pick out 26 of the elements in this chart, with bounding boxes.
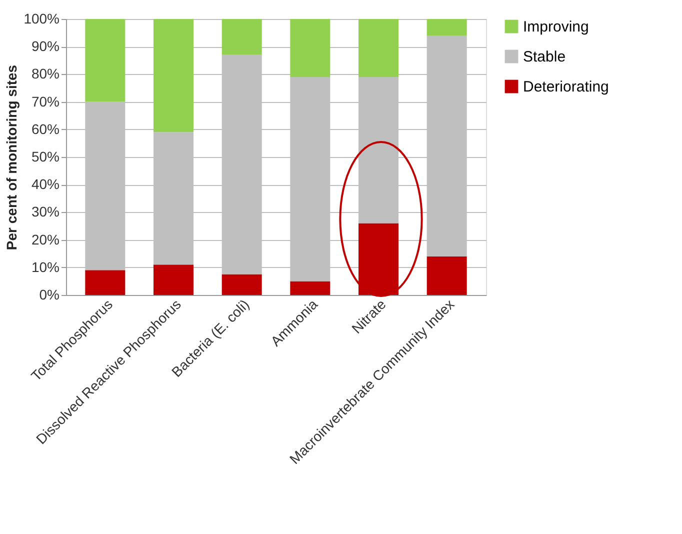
y-tick-label: 40%: [31, 176, 60, 192]
y-axis-title: Per cent of monitoring sites: [4, 64, 20, 250]
bar: [154, 19, 194, 132]
y-tick-label: 20%: [31, 231, 60, 248]
y-tick-label: 0%: [39, 286, 60, 302]
y-tick-label: 70%: [31, 93, 60, 110]
bar: [426, 256, 467, 295]
bar: [85, 19, 126, 102]
y-tick-label: 80%: [31, 66, 60, 82]
bar: [290, 281, 330, 295]
legend-label: Deteriorating: [523, 78, 609, 96]
y-tick-label: 90%: [31, 38, 60, 54]
legend-label: Stable: [523, 48, 566, 66]
y-tick-label: 60%: [31, 120, 60, 137]
bar: [85, 270, 126, 295]
bar: [154, 264, 194, 295]
bar: [222, 19, 262, 55]
bar: [290, 19, 330, 77]
bar: [222, 274, 262, 295]
bar: [358, 19, 398, 77]
y-tick-label: 50%: [31, 148, 60, 164]
y-tick-label: 30%: [31, 204, 60, 220]
y-tick-label: 100%: [24, 10, 60, 26]
bar: [426, 19, 467, 36]
y-tick-label: 10%: [31, 258, 60, 275]
legend-label: Improving: [523, 18, 589, 36]
